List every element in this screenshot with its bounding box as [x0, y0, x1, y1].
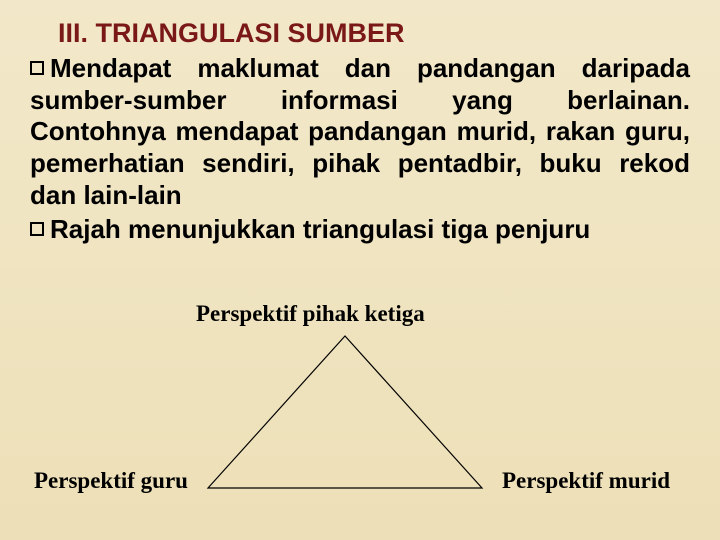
- triangle-label-top: Perspektif pihak ketiga: [196, 301, 425, 327]
- triangle-label-left: Perspektif guru: [34, 468, 188, 494]
- slide-title: III. TRIANGULASI SUMBER: [58, 18, 690, 49]
- bullet-square-icon: [30, 222, 44, 236]
- triangle-label-right: Perspektif murid: [502, 468, 670, 494]
- paragraph-1-text: Mendapat maklumat dan pandangan daripada…: [30, 53, 690, 210]
- paragraph-2-text: Rajah menunjukkan triangulasi tiga penju…: [50, 214, 590, 244]
- triangle-diagram: [200, 332, 490, 494]
- bullet-square-icon: [30, 61, 44, 75]
- triangle-shape: [208, 336, 482, 488]
- bullet-paragraph-2: Rajah menunjukkan triangulasi tiga penju…: [30, 214, 690, 246]
- bullet-paragraph-1: Mendapat maklumat dan pandangan daripada…: [30, 53, 690, 212]
